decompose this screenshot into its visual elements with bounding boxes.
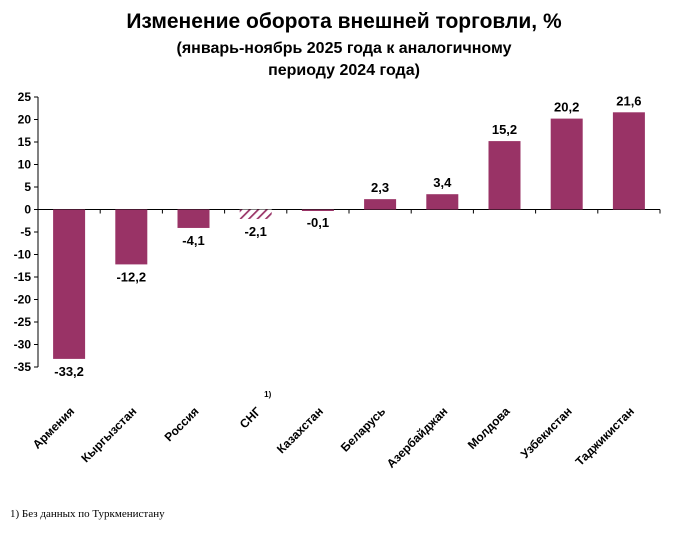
- y-tick-label: 10: [18, 158, 32, 172]
- y-tick-label: 20: [18, 113, 32, 127]
- category-label: Кыргызстан: [78, 404, 139, 465]
- y-tick-label: -10: [14, 248, 32, 262]
- data-label: 3,4: [433, 175, 452, 190]
- bar-5: [301, 209, 334, 211]
- y-tick-label: -5: [20, 225, 31, 239]
- data-label: 2,3: [371, 180, 389, 195]
- category-label: Армения: [30, 404, 77, 451]
- category-label: Россия: [162, 404, 202, 444]
- chart-footnote: 1) Без данных по Туркменистану: [10, 508, 165, 520]
- y-tick-label: -25: [14, 315, 32, 329]
- chart-bars: [53, 112, 645, 359]
- category-label: СНГ: [237, 404, 264, 431]
- bar-2: [115, 209, 148, 265]
- bar-3: [177, 209, 210, 228]
- bar-7: [426, 194, 459, 210]
- chart-subtitle-line2: периоду 2024 года): [268, 62, 420, 79]
- category-label: Узбекистан: [518, 404, 575, 461]
- category-label: Таджикистан: [573, 404, 637, 468]
- bar-6: [364, 199, 397, 210]
- category-label: Казахстан: [274, 404, 326, 456]
- data-label: -2,1: [244, 224, 266, 239]
- chart-axes: 25 20 15 10 5 0 -5 -10 -15 -20 -25 -30 -35: [14, 90, 661, 374]
- data-label: 20,2: [554, 100, 579, 115]
- chart-subtitle-line1: (январь-ноябрь 2025 года к аналогичному: [176, 40, 512, 57]
- bar-4: [239, 209, 272, 219]
- data-label: -4,1: [182, 233, 204, 248]
- y-tick-label: 5: [24, 180, 31, 194]
- y-tick-label: -20: [14, 293, 32, 307]
- y-tick-label: 0: [24, 203, 31, 217]
- category-label: Молдова: [465, 404, 513, 452]
- data-label: -33,2: [54, 364, 84, 379]
- category-footnote-marker: 1): [264, 390, 271, 399]
- data-label: 21,6: [616, 93, 641, 108]
- data-label: 15,2: [492, 122, 517, 137]
- bar-10: [612, 112, 645, 210]
- category-label: Беларусь: [338, 404, 388, 454]
- bar-8: [488, 141, 521, 210]
- y-tick-label: -30: [14, 338, 32, 352]
- bar-1: [53, 209, 86, 359]
- y-tick-label: -35: [14, 360, 32, 374]
- data-label: -12,2: [116, 269, 146, 284]
- chart-data-labels: -33,2 -12,2 -4,1 -2,1 -0,1 2,3 3,4 15,2 20,2 21,6: [54, 93, 641, 379]
- y-tick-label: -15: [14, 270, 32, 284]
- y-tick-label: 25: [18, 90, 32, 104]
- bar-9: [550, 118, 583, 210]
- y-tick-label: 15: [18, 135, 32, 149]
- data-label: -0,1: [307, 215, 329, 230]
- category-label: Азербайджан: [384, 404, 451, 471]
- chart-title: Изменение оборота внешней торговли, %: [126, 10, 562, 33]
